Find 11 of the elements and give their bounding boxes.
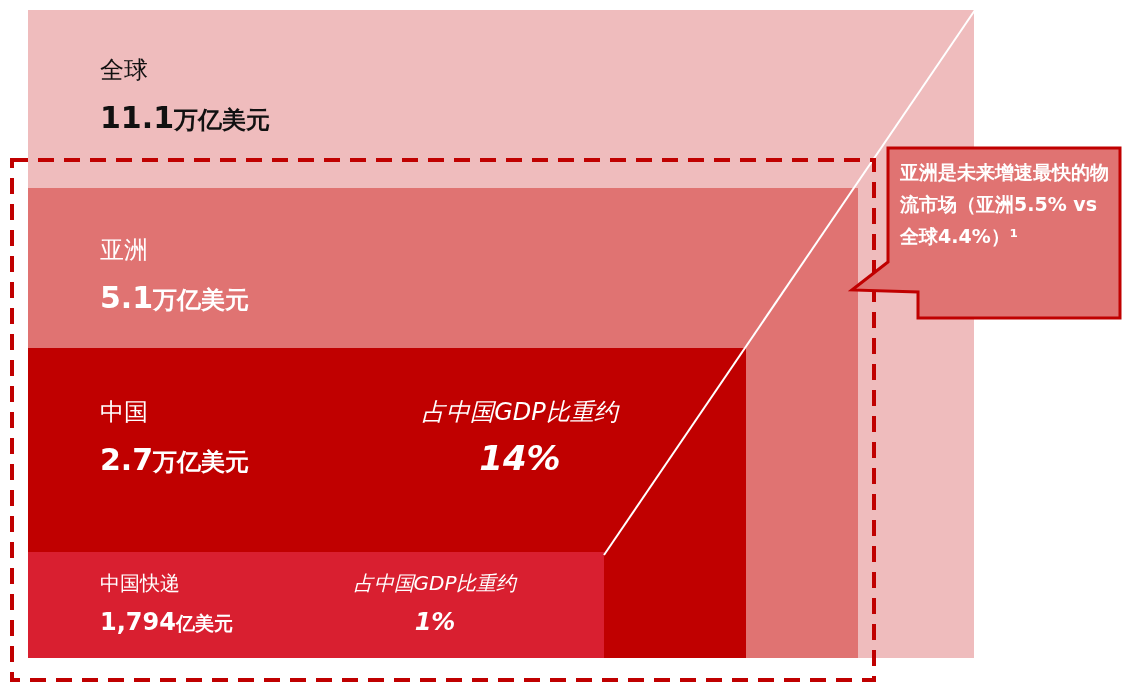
- data-label: 1,794亿美元: [100, 608, 233, 636]
- data-label: 2.7万亿美元: [100, 442, 250, 477]
- text: 占中国GDP比重约 1%: [353, 571, 519, 636]
- category-label: 亚洲: [100, 236, 148, 264]
- data-label: 5.1万亿美元: [100, 280, 250, 315]
- category-label: 中国: [100, 398, 148, 426]
- text: 占中国GDP比重约 14%: [422, 398, 620, 478]
- text: 亚洲是未来增速最快的物流市场（亚洲5.5% vs 全球4.4%）¹: [900, 160, 1110, 249]
- data-label: 11.1万亿美元: [100, 100, 271, 135]
- category-label: 中国快递: [100, 571, 180, 595]
- category-label: 全球: [100, 56, 148, 84]
